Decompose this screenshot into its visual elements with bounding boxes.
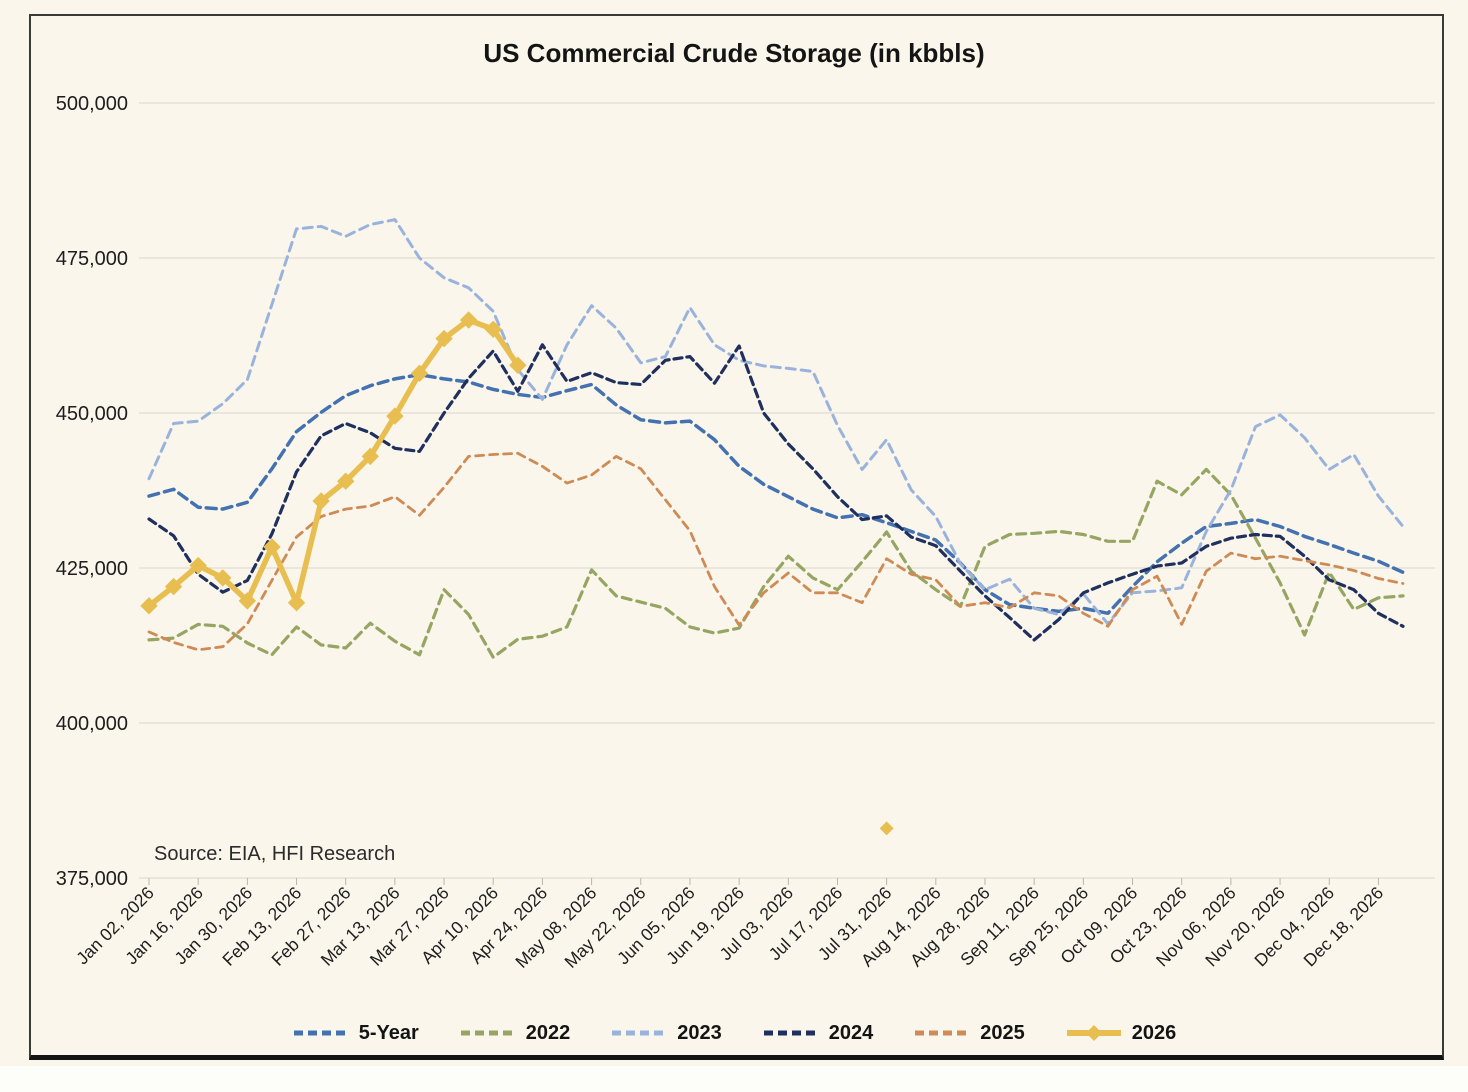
- series-markers-2026: [140, 311, 527, 615]
- legend-label-5-year: 5-Year: [358, 1021, 419, 1044]
- legend-swatch-2023: [612, 1030, 667, 1036]
- legend-item-5-year: 5-Year: [292, 1022, 419, 1045]
- chart-title: US Commercial Crude Storage (in kbbls): [483, 38, 985, 68]
- y-axis-tick-label: 500,000: [56, 93, 128, 115]
- y-axis-tick-label: 450,000: [56, 403, 128, 425]
- legend-swatch-5-year: [293, 1030, 348, 1036]
- series-line-2022: [147, 467, 1405, 659]
- series-line-2025: [147, 451, 1405, 652]
- y-axis-tick-label: 475,000: [56, 248, 128, 270]
- legend-item-2023: 2023: [610, 1022, 722, 1045]
- legend-swatch-2024: [763, 1030, 818, 1036]
- legend-label-2023: 2023: [677, 1021, 722, 1044]
- chart-frame: [29, 14, 1444, 1060]
- series-line-5-year: [147, 372, 1405, 616]
- bottom-strip: [0, 1066, 1468, 1092]
- y-axis-tick-label: 425,000: [56, 558, 128, 580]
- chart-legend: 5-Year 2022 2023 2024 2025 2026: [0, 1013, 1468, 1053]
- outlier-diamond-2026: [879, 821, 894, 836]
- legend-label-2026: 2026: [1131, 1021, 1177, 1044]
- legend-label-2025: 2025: [980, 1021, 1025, 1044]
- legend-item-2024: 2024: [762, 1021, 874, 1045]
- series-line-2026: [146, 317, 521, 609]
- legend-item-2025: 2025: [913, 1022, 1025, 1045]
- series-line-2024: [147, 343, 1405, 642]
- legend-swatch-2026: [1066, 1025, 1121, 1041]
- source-note: Source: EIA, HFI Research: [154, 843, 396, 865]
- legend-label-2024: 2024: [828, 1021, 874, 1044]
- y-axis-tick-label: 375,000: [56, 868, 128, 890]
- legend-item-2022: 2022: [459, 1021, 571, 1045]
- legend-label-2022: 2022: [525, 1021, 571, 1044]
- y-axis-tick-label: 400,000: [56, 713, 128, 735]
- legend-swatch-2022: [460, 1030, 515, 1036]
- series-line-2023: [147, 218, 1405, 626]
- legend-swatch-2025: [915, 1030, 970, 1036]
- legend-item-2026: 2026: [1065, 1021, 1177, 1045]
